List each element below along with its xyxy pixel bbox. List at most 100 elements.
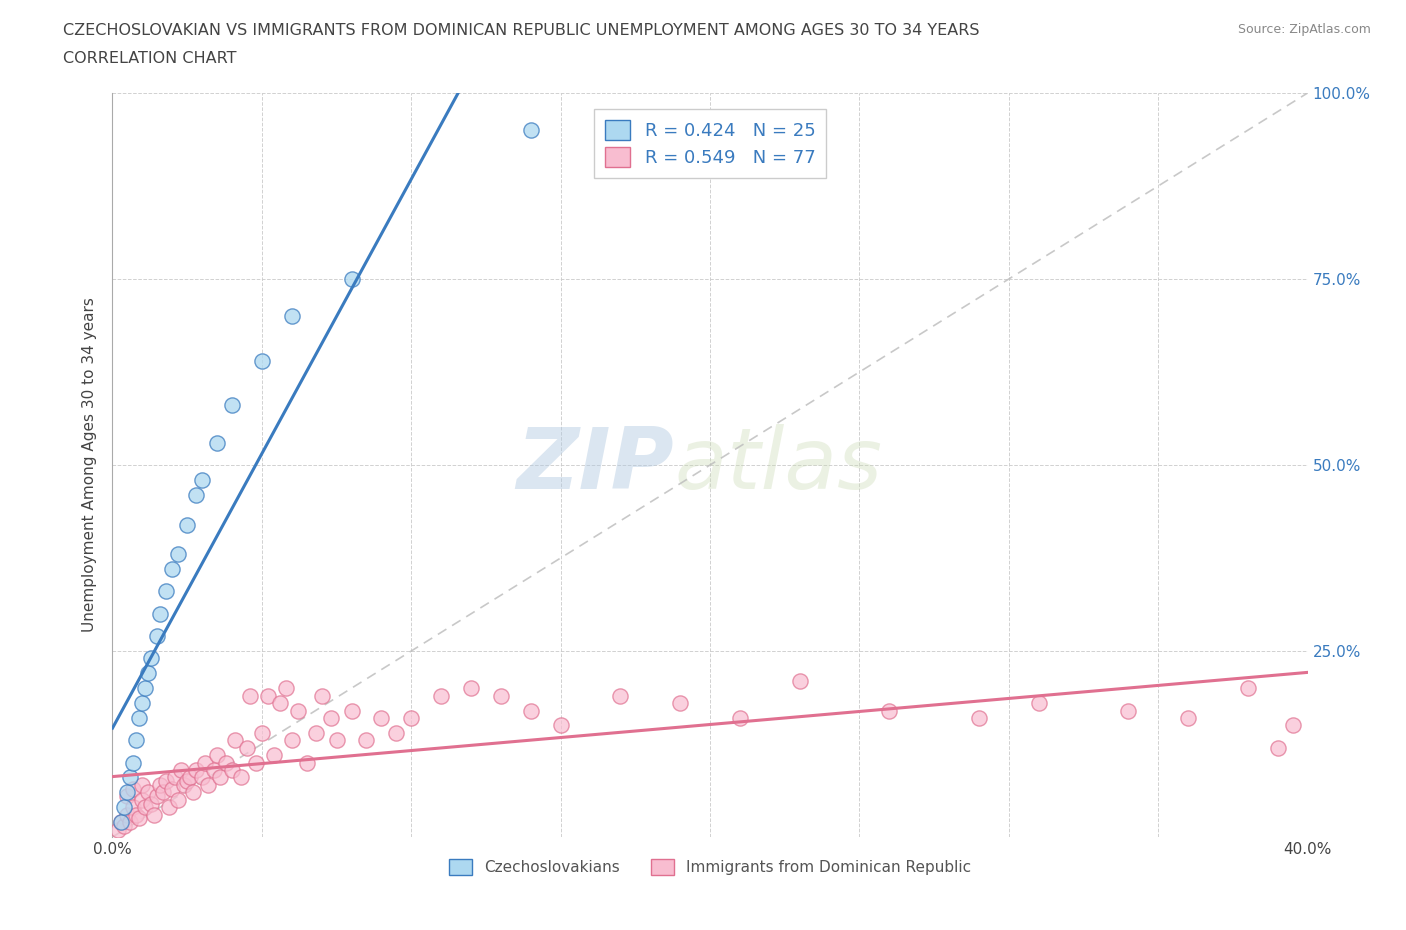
Point	[550, 718, 572, 733]
Point	[170, 763, 193, 777]
Point	[967, 711, 990, 725]
Point	[134, 681, 156, 696]
Point	[269, 696, 291, 711]
Point	[122, 755, 145, 770]
Point	[356, 733, 378, 748]
Point	[263, 748, 285, 763]
Point	[157, 800, 180, 815]
Point	[1267, 740, 1289, 755]
Point	[879, 703, 901, 718]
Point	[236, 740, 259, 755]
Text: Source: ZipAtlas.com: Source: ZipAtlas.com	[1237, 23, 1371, 36]
Point	[401, 711, 423, 725]
Point	[152, 785, 174, 800]
Point	[221, 398, 243, 413]
Point	[205, 435, 228, 450]
Point	[162, 781, 183, 796]
Point	[209, 770, 232, 785]
Point	[134, 800, 156, 815]
Point	[110, 815, 132, 830]
Point	[281, 733, 304, 748]
Point	[149, 777, 172, 792]
Point	[117, 785, 139, 800]
Legend: Czechoslovakians, Immigrants from Dominican Republic: Czechoslovakians, Immigrants from Domini…	[443, 853, 977, 882]
Point	[176, 517, 198, 532]
Point	[186, 763, 208, 777]
Point	[789, 673, 811, 688]
Point	[167, 547, 190, 562]
Point	[1028, 696, 1050, 711]
Point	[128, 811, 150, 826]
Point	[131, 777, 153, 792]
Point	[609, 688, 631, 703]
Point	[215, 755, 238, 770]
Point	[173, 777, 195, 792]
Text: CORRELATION CHART: CORRELATION CHART	[63, 51, 236, 66]
Point	[202, 763, 225, 777]
Point	[179, 770, 201, 785]
Point	[197, 777, 219, 792]
Point	[194, 755, 217, 770]
Point	[117, 807, 139, 822]
Point	[370, 711, 392, 725]
Point	[520, 123, 543, 138]
Point	[191, 472, 214, 487]
Text: atlas: atlas	[675, 423, 882, 507]
Point	[239, 688, 262, 703]
Point	[430, 688, 453, 703]
Point	[1237, 681, 1260, 696]
Point	[460, 681, 482, 696]
Point	[311, 688, 333, 703]
Point	[1118, 703, 1140, 718]
Point	[131, 696, 153, 711]
Point	[669, 696, 692, 711]
Point	[125, 807, 148, 822]
Point	[176, 774, 198, 789]
Point	[245, 755, 267, 770]
Point	[125, 733, 148, 748]
Point	[1177, 711, 1199, 725]
Point	[250, 725, 273, 740]
Point	[224, 733, 246, 748]
Point	[489, 688, 512, 703]
Point	[385, 725, 408, 740]
Text: CZECHOSLOVAKIAN VS IMMIGRANTS FROM DOMINICAN REPUBLIC UNEMPLOYMENT AMONG AGES 30: CZECHOSLOVAKIAN VS IMMIGRANTS FROM DOMIN…	[63, 23, 980, 38]
Point	[114, 818, 135, 833]
Point	[143, 807, 166, 822]
Point	[229, 770, 252, 785]
Point	[205, 748, 228, 763]
Point	[146, 789, 169, 804]
Point	[122, 800, 145, 815]
Point	[221, 763, 243, 777]
Point	[340, 703, 363, 718]
Point	[149, 606, 172, 621]
Point	[146, 629, 169, 644]
Point	[120, 815, 142, 830]
Point	[155, 774, 177, 789]
Point	[138, 785, 160, 800]
Point	[110, 815, 132, 830]
Point	[120, 770, 142, 785]
Point	[340, 272, 363, 286]
Point	[186, 487, 208, 502]
Point	[281, 309, 304, 324]
Point	[257, 688, 280, 703]
Y-axis label: Unemployment Among Ages 30 to 34 years: Unemployment Among Ages 30 to 34 years	[82, 298, 97, 632]
Point	[520, 703, 543, 718]
Point	[250, 353, 273, 368]
Point	[305, 725, 328, 740]
Point	[287, 703, 309, 718]
Point	[128, 711, 150, 725]
Point	[117, 789, 139, 804]
Point	[107, 822, 129, 837]
Point	[114, 800, 135, 815]
Point	[167, 792, 190, 807]
Point	[1281, 718, 1303, 733]
Point	[162, 562, 183, 577]
Point	[728, 711, 751, 725]
Point	[138, 666, 160, 681]
Point	[155, 584, 177, 599]
Point	[319, 711, 342, 725]
Point	[141, 651, 163, 666]
Point	[191, 770, 214, 785]
